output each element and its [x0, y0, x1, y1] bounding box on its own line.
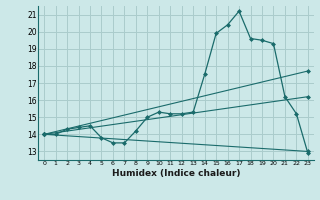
X-axis label: Humidex (Indice chaleur): Humidex (Indice chaleur) [112, 169, 240, 178]
